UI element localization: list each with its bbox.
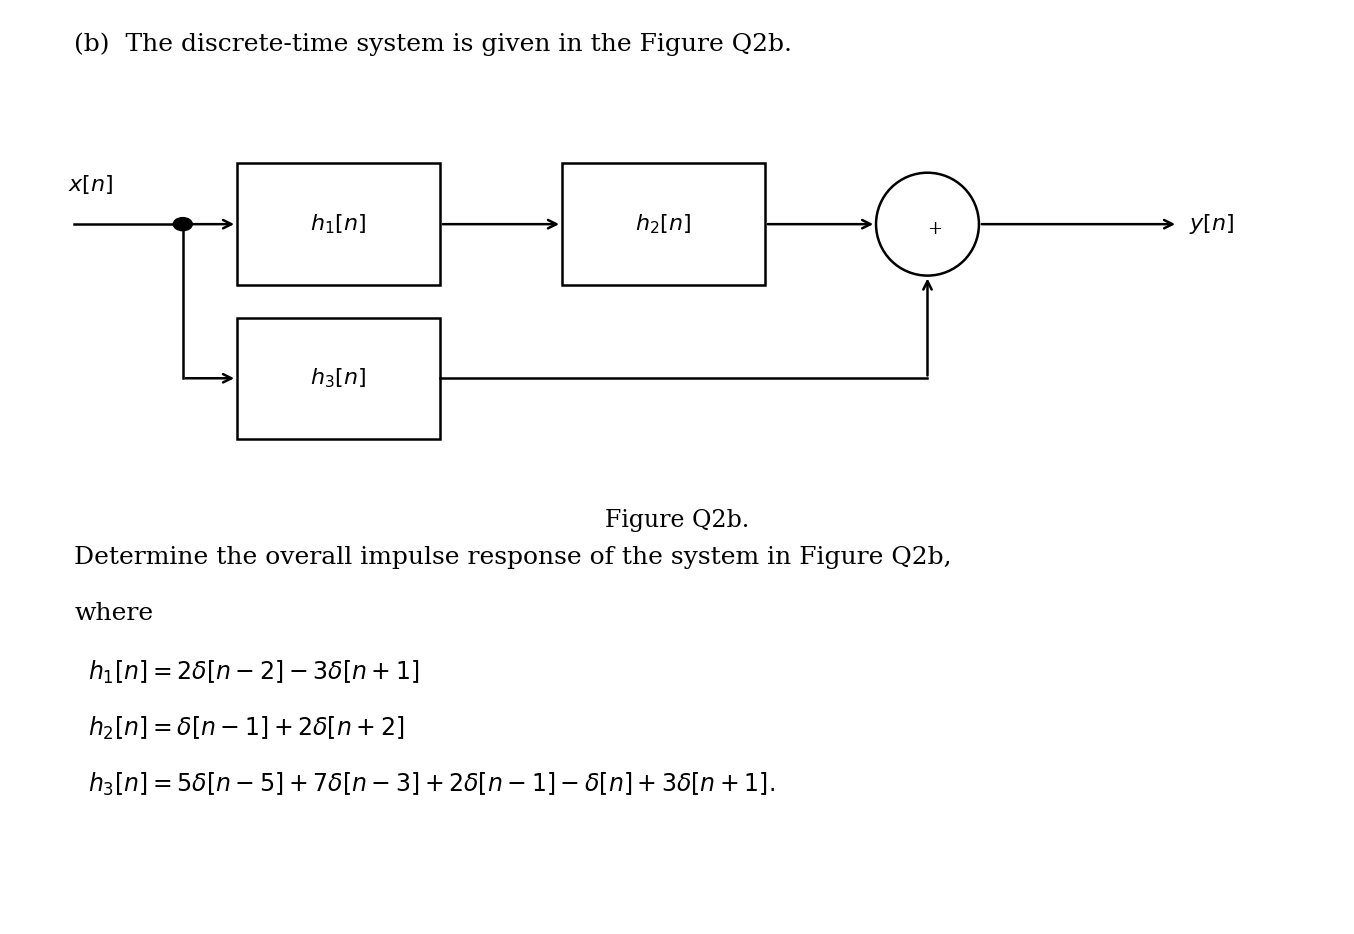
Text: $y[n]$: $y[n]$ (1189, 212, 1233, 236)
Text: $h_1[n]$: $h_1[n]$ (310, 212, 367, 236)
Text: $h_2[n]$: $h_2[n]$ (635, 212, 692, 236)
Circle shape (173, 218, 192, 231)
Text: $h_1[n]=2\delta[n-2]-3\delta[n+1]$: $h_1[n]=2\delta[n-2]-3\delta[n+1]$ (88, 658, 420, 686)
Text: (b)  The discrete-time system is given in the Figure Q2b.: (b) The discrete-time system is given in… (74, 33, 792, 56)
Text: Figure Q2b.: Figure Q2b. (605, 509, 749, 532)
Text: Determine the overall impulse response of the system in Figure Q2b,: Determine the overall impulse response o… (74, 546, 952, 570)
Text: $h_3[n]$: $h_3[n]$ (310, 366, 367, 390)
Text: +: + (926, 219, 942, 238)
Text: where: where (74, 602, 153, 626)
Text: $h_3[n]=5\delta[n-5]+7\delta[n-3]+2\delta[n-1]-\delta[n]+3\delta[n+1].$: $h_3[n]=5\delta[n-5]+7\delta[n-3]+2\delt… (88, 771, 774, 798)
Text: $h_2[n]=\delta[n-1]+2\delta[n+2]$: $h_2[n]=\delta[n-1]+2\delta[n+2]$ (88, 715, 405, 742)
Text: $x[n]$: $x[n]$ (68, 173, 112, 196)
